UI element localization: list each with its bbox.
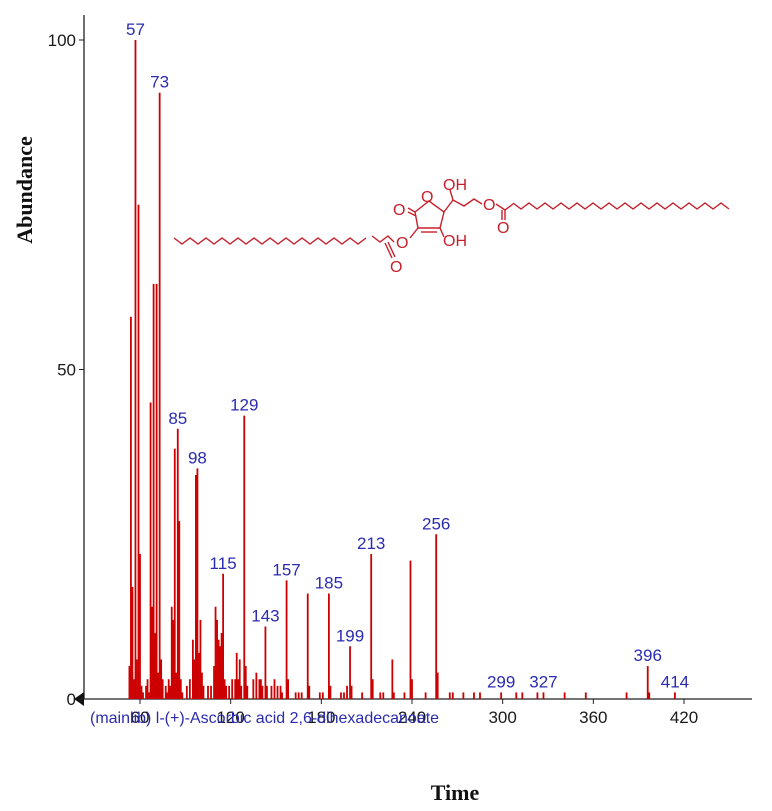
x-tick-label: 60 <box>131 708 150 727</box>
peak-label: 115 <box>210 554 237 573</box>
peak-label: 396 <box>634 646 662 665</box>
peak-label: 57 <box>126 20 145 39</box>
atom-label: OH <box>443 233 467 250</box>
y-tick-label: 50 <box>57 361 76 380</box>
x-tick-label: 120 <box>216 708 244 727</box>
peak-label: 157 <box>272 560 300 579</box>
right-ester-link <box>495 203 514 211</box>
x-tick-label: 240 <box>398 708 426 727</box>
x-tick-label: 180 <box>307 708 335 727</box>
side-chain-link <box>443 198 483 213</box>
peak-label: 299 <box>487 672 515 691</box>
x-tick-label: 420 <box>670 708 698 727</box>
atom-label: O <box>497 220 509 237</box>
ring-carbonyl-bond <box>407 207 416 213</box>
atom-label: OH <box>443 177 467 194</box>
peak-label: 185 <box>315 574 343 593</box>
peak-label: 199 <box>336 626 364 645</box>
hydroxyl-bond-top <box>449 189 454 201</box>
molecule-atom-labels: O O OH O O OH O O <box>390 177 509 276</box>
molecule-structure-drawing <box>173 189 730 259</box>
left-carbonyl-bond <box>387 241 396 258</box>
ring-link <box>409 227 419 239</box>
y-axis-label: Abundance <box>12 136 37 244</box>
ring-carbonyl-bond-2 <box>407 211 417 217</box>
peak-label: 129 <box>230 396 258 415</box>
peak-label: 85 <box>168 409 187 428</box>
peak-label: 213 <box>357 534 385 553</box>
right-alkyl-chain <box>512 202 730 210</box>
peak-label: 143 <box>251 607 279 626</box>
y-tick-label: 0 <box>67 690 76 709</box>
peak-label: 256 <box>422 514 450 533</box>
peak-label: 327 <box>529 672 557 691</box>
x-tick-label: 300 <box>488 708 516 727</box>
left-alkyl-chain <box>173 237 367 245</box>
atom-label: O <box>421 189 433 206</box>
left-ester-link <box>371 235 395 243</box>
y-tick-label: 100 <box>48 31 76 50</box>
compound-caption: (mainlib) l-(+)-Ascorbic acid 2,6-dihexa… <box>90 710 439 727</box>
atom-label: O <box>393 202 405 219</box>
x-tick-label: 360 <box>579 708 607 727</box>
x-axis-label: Time <box>431 780 480 805</box>
lactone-ring <box>414 200 445 229</box>
hydroxyl-bond-bottom <box>439 227 445 238</box>
atom-label: O <box>390 259 402 276</box>
peak-label: 414 <box>661 672 689 691</box>
peak-label: 98 <box>188 448 207 467</box>
atom-label: O <box>483 197 495 214</box>
atom-label: O <box>396 235 408 252</box>
left-carbonyl-bond-2 <box>384 242 393 259</box>
peak-label: 73 <box>150 73 169 92</box>
